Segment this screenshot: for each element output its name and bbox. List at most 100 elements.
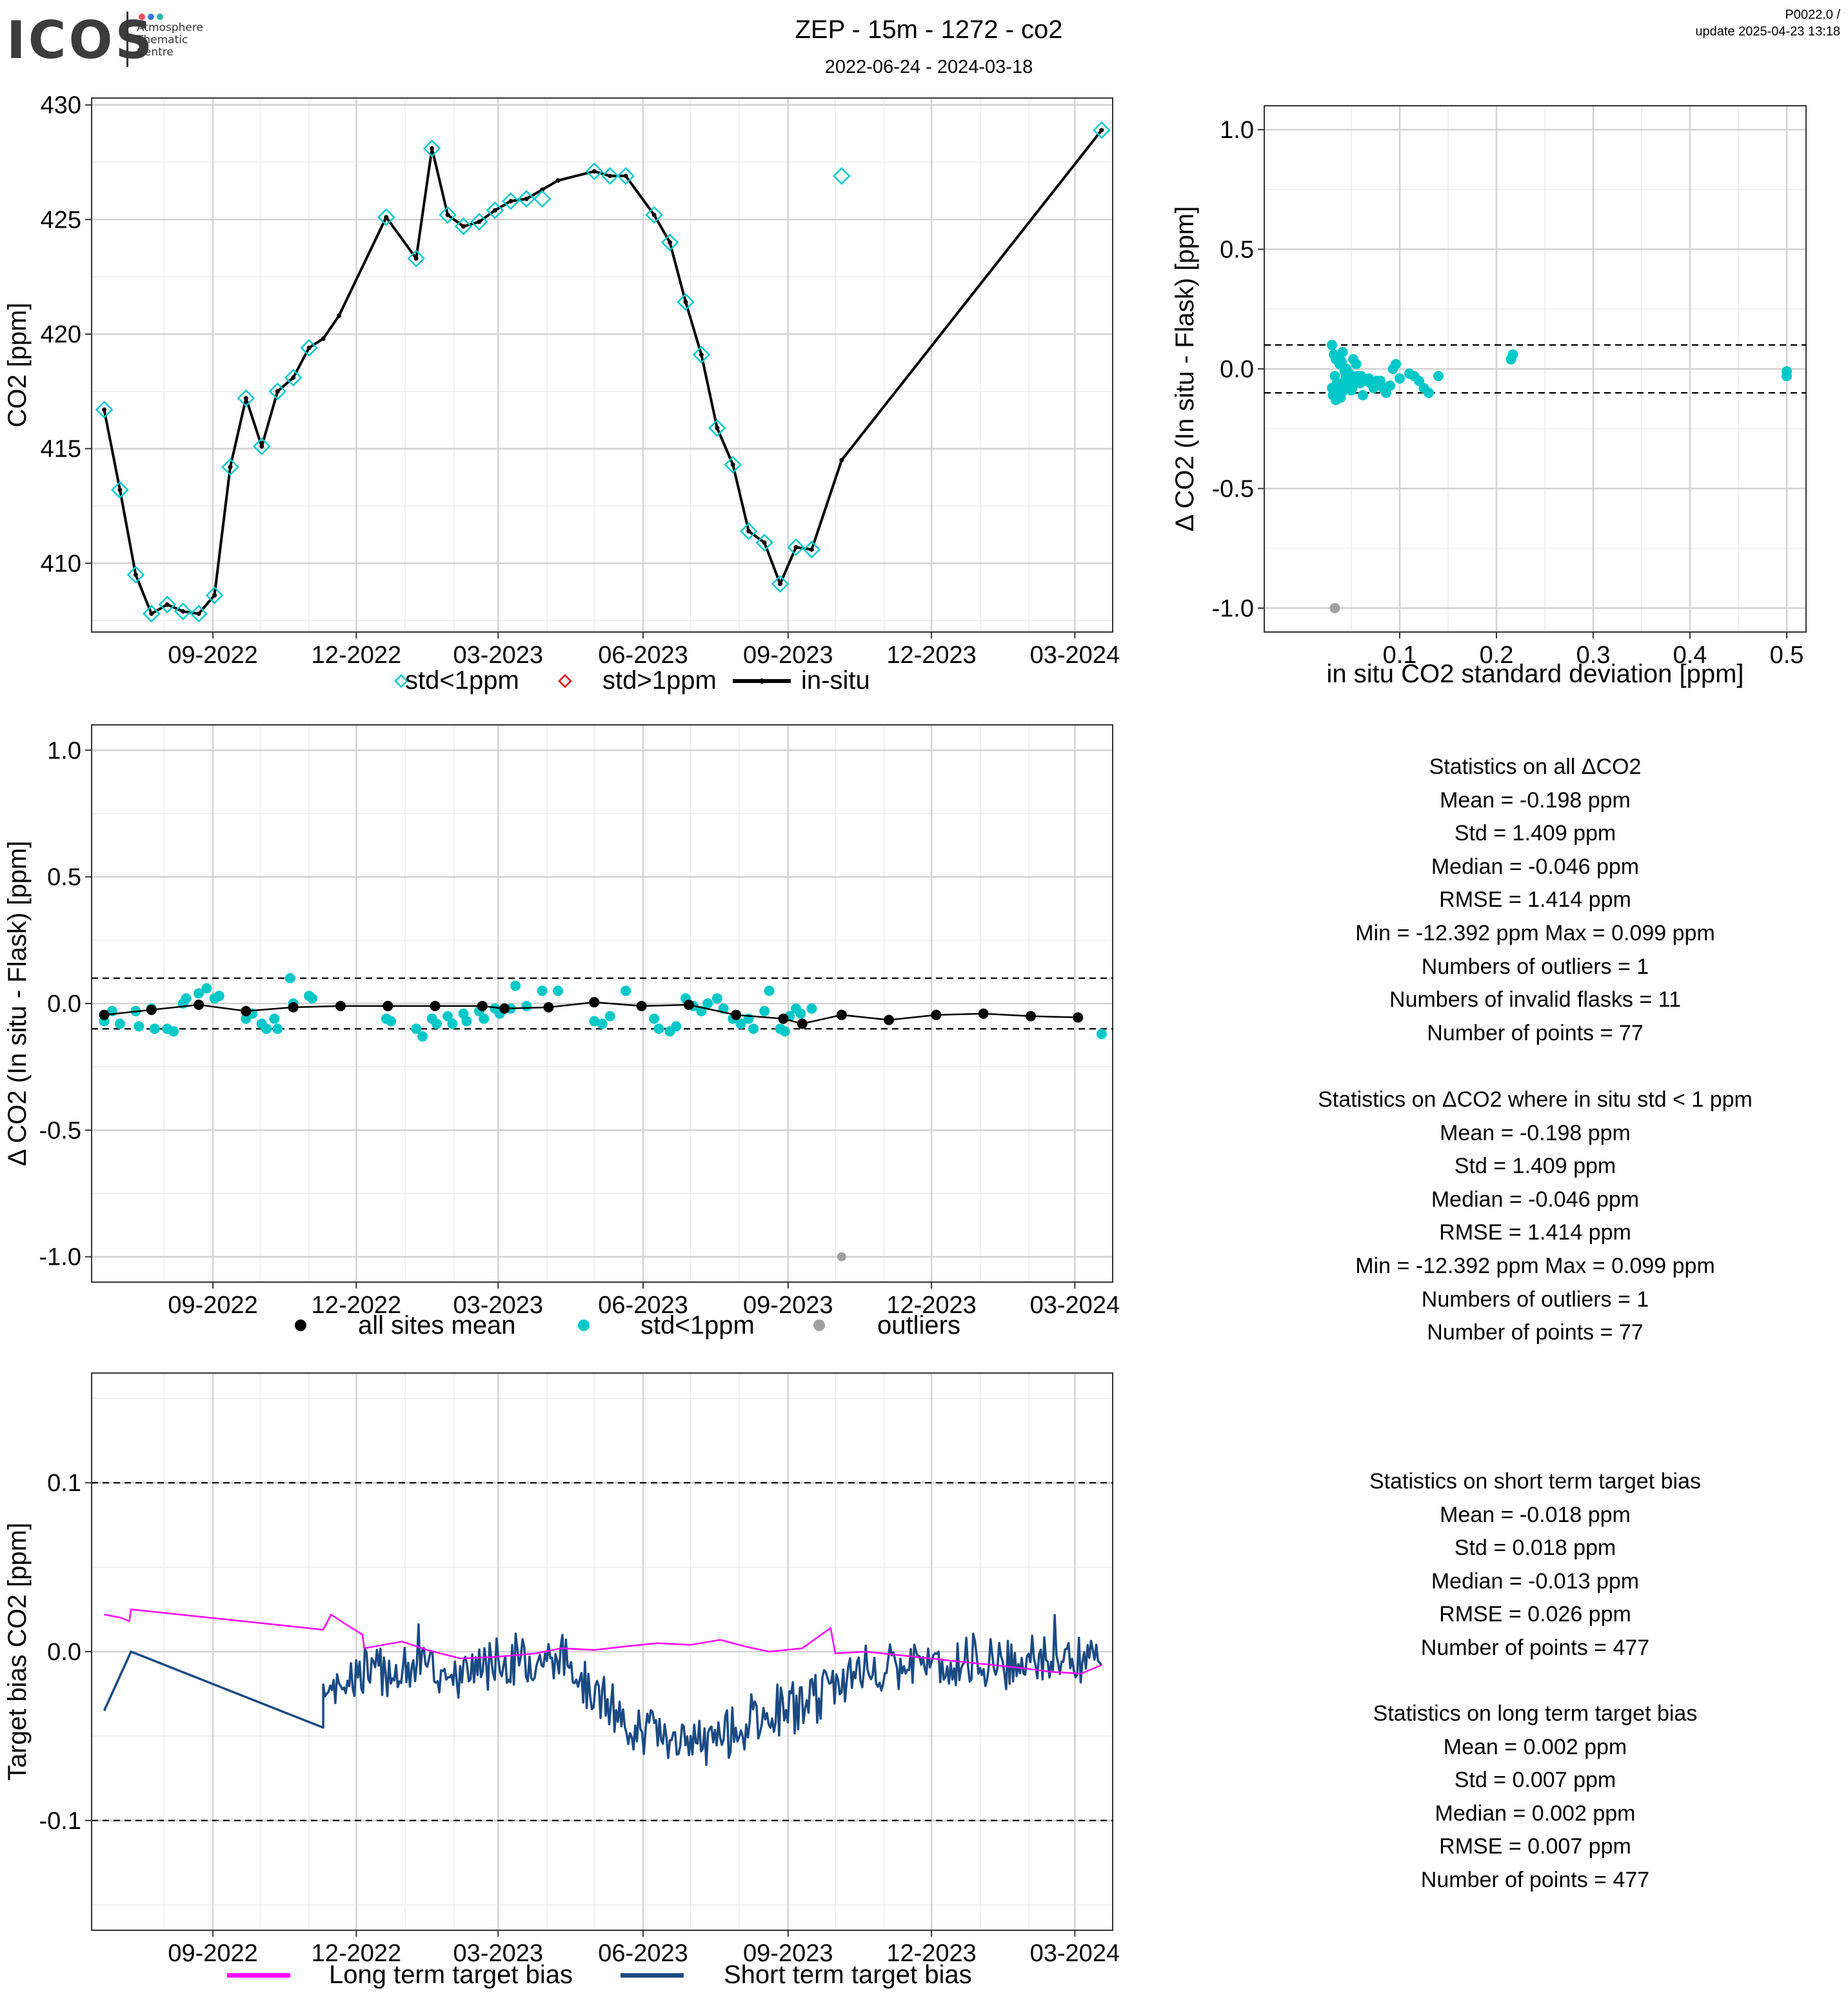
std-lt-1ppm-marker bbox=[221, 458, 239, 476]
std-lt-1ppm-point bbox=[1782, 371, 1792, 382]
x-tick-label: 06-2023 bbox=[598, 1940, 688, 1967]
std-lt-1ppm-point bbox=[806, 1003, 817, 1014]
all-sites-mean-point bbox=[288, 1002, 299, 1013]
stats-invalid-flasks: Numbers of invalid flasks = 11 bbox=[1389, 987, 1681, 1013]
long-term-bias-line bbox=[104, 1608, 1102, 1675]
std-lt-1ppm-point bbox=[653, 1023, 664, 1034]
all-sites-mean-point bbox=[194, 999, 204, 1010]
std-lt-1ppm-marker bbox=[533, 190, 551, 208]
insitu-point bbox=[149, 611, 154, 617]
legend-label-insitu: in-situ bbox=[801, 666, 870, 695]
y-tick-label: 415 bbox=[41, 436, 81, 463]
insitu-point bbox=[212, 593, 217, 598]
stats-median: Median = -0.046 ppm bbox=[1431, 854, 1640, 879]
std-lt-1ppm-marker bbox=[755, 533, 773, 552]
std-lt-1ppm-point bbox=[431, 1018, 442, 1029]
x-tick-label: 09-2023 bbox=[743, 642, 833, 669]
legend-symbol-insitu-dot bbox=[759, 678, 764, 684]
std-lt-1ppm-point bbox=[134, 1021, 144, 1032]
std-lt-1ppm-marker bbox=[1093, 121, 1111, 139]
insitu-point bbox=[337, 313, 342, 319]
insitu-point bbox=[809, 547, 814, 552]
insitu-point bbox=[275, 389, 280, 394]
insitu-point bbox=[430, 146, 435, 151]
std-lt-1ppm-marker bbox=[739, 522, 758, 540]
all-sites-mean-point bbox=[146, 1004, 157, 1015]
std-lt-1ppm-point bbox=[1433, 371, 1444, 382]
std-lt-1ppm-point bbox=[214, 991, 224, 1002]
std-lt-1ppm-point bbox=[604, 1011, 615, 1022]
stats-outliers: Numbers of outliers = 1 bbox=[1421, 954, 1649, 979]
outlier-point bbox=[837, 1252, 846, 1261]
std-lt-1ppm-point bbox=[149, 1023, 160, 1034]
axis-ticks: 0.1 0.2 0.3 0.4 0.5 -1.0 -0.5 0.0 0.5 1.0 bbox=[1212, 117, 1804, 669]
std-lt-1ppm-point bbox=[114, 1018, 125, 1029]
stats-std: Std = 0.018 ppm bbox=[1454, 1536, 1616, 1561]
stats-title: Statistics on all ΔCO2 bbox=[1429, 755, 1642, 779]
page-subtitle: 2022-06-24 - 2024-03-18 bbox=[824, 57, 1033, 77]
insitu-point bbox=[699, 352, 704, 357]
all-sites-mean-point bbox=[589, 997, 600, 1008]
y-tick-label: 0.0 bbox=[1220, 356, 1254, 383]
std-lt-1ppm-point bbox=[553, 985, 564, 996]
axis-ticks: 09-2022 12-2022 03-2023 06-2023 09-2023 12-20… bbox=[39, 1470, 1120, 1967]
legend-label-mean: all sites mean bbox=[358, 1311, 516, 1340]
y-tick-label: -1.0 bbox=[1212, 595, 1254, 622]
y-tick-label: 0.1 bbox=[47, 1470, 81, 1497]
all-sites-mean-point bbox=[335, 1000, 346, 1011]
all-sites-mean-point bbox=[731, 1009, 742, 1020]
insitu-point bbox=[384, 215, 389, 220]
stats-std: Std = 0.007 ppm bbox=[1454, 1768, 1616, 1793]
insitu-point bbox=[555, 178, 561, 183]
all-sites-mean-point bbox=[1073, 1012, 1084, 1023]
stats-median: Median = 0.002 ppm bbox=[1435, 1801, 1636, 1826]
all-sites-mean-point bbox=[477, 1000, 488, 1011]
std-lt-1ppm-marker bbox=[677, 293, 695, 311]
legend-symbol-std-lt-1ppm bbox=[394, 674, 408, 688]
std-lt-1ppm-marker bbox=[486, 201, 504, 219]
std-lt-1ppm-marker bbox=[237, 389, 255, 408]
all-sites-mean-point bbox=[99, 1009, 110, 1020]
x-tick-label: 0.4 bbox=[1673, 642, 1707, 669]
std-lt-1ppm-marker bbox=[95, 400, 114, 419]
legend-symbol-mean bbox=[295, 1320, 306, 1331]
std-lt-1ppm-point bbox=[261, 1023, 272, 1034]
plot-border bbox=[91, 97, 1113, 633]
all-sites-mean-point bbox=[683, 999, 694, 1010]
insitu-point bbox=[306, 345, 312, 350]
std-lt-1ppm-point bbox=[479, 1013, 490, 1024]
std-lt-1ppm-marker bbox=[502, 192, 520, 210]
x-tick-label: 03-2024 bbox=[1030, 642, 1120, 669]
x-tick-label: 03-2023 bbox=[453, 1292, 543, 1319]
x-tick-label: 12-2022 bbox=[312, 642, 401, 669]
std-lt-1ppm-point bbox=[307, 993, 318, 1004]
insitu-point bbox=[181, 609, 186, 614]
std-lt-1ppm-point bbox=[521, 1000, 532, 1011]
update-label: update 2025-04-23 13:18 bbox=[1695, 25, 1840, 39]
std-lt-1ppm-marker bbox=[126, 566, 145, 584]
y-tick-label: 410 bbox=[41, 550, 81, 577]
stats-points: Number of points = 477 bbox=[1420, 1635, 1650, 1660]
plot-grid bbox=[92, 725, 1113, 1282]
std-lt-1ppm-marker bbox=[268, 382, 287, 400]
version-label: P0022.0 / bbox=[1785, 8, 1840, 22]
y-tick-label: -0.5 bbox=[1212, 475, 1254, 502]
axis-ticks: 09-2022 12-2022 03-2023 06-2023 09-2023 12-20… bbox=[41, 92, 1120, 669]
legend-label-outliers: outliers bbox=[877, 1311, 960, 1340]
stats-std: Std = 1.409 ppm bbox=[1454, 1154, 1616, 1179]
x-tick-label: 03-2024 bbox=[1030, 1292, 1120, 1319]
insitu-point bbox=[259, 444, 264, 449]
insitu-point bbox=[778, 581, 783, 586]
x-tick-label: 12-2023 bbox=[886, 1292, 976, 1319]
x-tick-label: 09-2022 bbox=[168, 642, 257, 669]
delta-co2-timeseries-chart: 09-2022 12-2022 03-2023 06-2023 09-2023 12-20… bbox=[3, 724, 1120, 1340]
icos-logo: ICOS Atmosphere Thematic Centre bbox=[6, 6, 219, 71]
all-sites-mean-point bbox=[836, 1009, 847, 1020]
legend-label-std-gt-1ppm: std>1ppm bbox=[602, 666, 717, 695]
std-lt-1ppm-point bbox=[621, 985, 631, 996]
x-tick-label: 12-2022 bbox=[312, 1940, 401, 1967]
y-tick-label: 1.0 bbox=[47, 737, 81, 764]
page-title: ZEP - 15m - 1272 - co2 bbox=[795, 15, 1063, 44]
all-sites-mean-point bbox=[241, 1005, 252, 1016]
